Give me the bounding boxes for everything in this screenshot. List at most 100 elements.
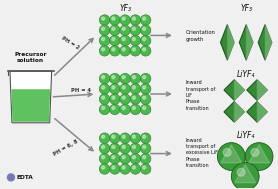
Circle shape (130, 35, 141, 46)
Circle shape (132, 156, 135, 159)
Polygon shape (234, 80, 245, 101)
Circle shape (101, 37, 105, 41)
Polygon shape (258, 25, 272, 60)
Circle shape (132, 135, 135, 138)
Circle shape (132, 86, 135, 89)
Text: Orientation
growth: Orientation growth (186, 30, 215, 42)
Polygon shape (265, 25, 272, 60)
Text: YF₃: YF₃ (240, 4, 252, 13)
Circle shape (132, 37, 135, 41)
Polygon shape (234, 101, 245, 122)
Circle shape (143, 76, 146, 79)
Polygon shape (235, 165, 256, 183)
Polygon shape (258, 25, 265, 60)
Circle shape (217, 143, 245, 170)
Circle shape (101, 86, 105, 89)
Circle shape (112, 156, 115, 159)
Text: EDTA: EDTA (17, 175, 34, 180)
Circle shape (112, 37, 115, 41)
Circle shape (110, 25, 120, 36)
Circle shape (130, 104, 141, 115)
Circle shape (110, 153, 120, 164)
Circle shape (101, 48, 105, 51)
Circle shape (99, 133, 110, 143)
Circle shape (122, 76, 125, 79)
Circle shape (120, 164, 130, 174)
Circle shape (120, 153, 130, 164)
Circle shape (110, 84, 120, 94)
Polygon shape (247, 80, 267, 101)
Circle shape (143, 96, 146, 99)
Circle shape (110, 104, 120, 115)
Circle shape (130, 153, 141, 164)
Circle shape (130, 133, 141, 143)
Circle shape (143, 135, 146, 138)
Circle shape (143, 17, 146, 20)
Circle shape (112, 166, 115, 169)
Circle shape (112, 145, 115, 149)
Circle shape (132, 96, 135, 99)
Circle shape (130, 73, 141, 84)
Circle shape (143, 48, 146, 51)
Circle shape (99, 104, 110, 115)
Circle shape (101, 96, 105, 99)
Circle shape (120, 133, 130, 143)
Circle shape (132, 17, 135, 20)
Circle shape (140, 46, 151, 56)
Circle shape (112, 96, 115, 99)
Text: Inward
transport of
excessive LiF
Phase
transition: Inward transport of excessive LiF Phase … (186, 138, 217, 168)
Circle shape (122, 106, 125, 109)
Circle shape (110, 73, 120, 84)
Circle shape (112, 106, 115, 109)
Circle shape (122, 166, 125, 169)
Circle shape (99, 143, 110, 154)
Circle shape (8, 174, 14, 181)
Circle shape (143, 156, 146, 159)
Polygon shape (257, 101, 267, 122)
Text: Inward
transport of
LiF
Phase
transition: Inward transport of LiF Phase transition (186, 80, 215, 111)
Circle shape (251, 149, 259, 156)
Text: YF₃: YF₃ (119, 4, 131, 13)
Polygon shape (224, 101, 245, 122)
Circle shape (143, 37, 146, 41)
Circle shape (99, 84, 110, 94)
Circle shape (99, 94, 110, 104)
Circle shape (132, 76, 135, 79)
Text: PH = 2: PH = 2 (61, 36, 80, 51)
Circle shape (140, 35, 151, 46)
Circle shape (101, 27, 105, 30)
Polygon shape (220, 25, 227, 60)
Circle shape (122, 96, 125, 99)
Polygon shape (224, 80, 245, 101)
Circle shape (245, 143, 273, 170)
Circle shape (112, 86, 115, 89)
Polygon shape (220, 25, 234, 60)
Text: LiYF₄: LiYF₄ (237, 70, 255, 79)
Circle shape (140, 153, 151, 164)
Circle shape (122, 48, 125, 51)
Circle shape (143, 166, 146, 169)
Circle shape (237, 168, 245, 176)
Circle shape (122, 86, 125, 89)
Circle shape (112, 76, 115, 79)
Circle shape (110, 164, 120, 174)
Circle shape (132, 27, 135, 30)
Polygon shape (247, 101, 267, 122)
Circle shape (99, 25, 110, 36)
Polygon shape (227, 25, 234, 60)
Circle shape (122, 27, 125, 30)
Circle shape (140, 143, 151, 154)
Circle shape (130, 143, 141, 154)
Circle shape (140, 25, 151, 36)
Polygon shape (10, 71, 52, 123)
Circle shape (112, 17, 115, 20)
Circle shape (130, 84, 141, 94)
Circle shape (130, 164, 141, 174)
Circle shape (143, 106, 146, 109)
Circle shape (231, 163, 259, 189)
Polygon shape (249, 145, 270, 163)
Circle shape (140, 133, 151, 143)
Circle shape (99, 46, 110, 56)
Circle shape (132, 48, 135, 51)
Text: LiYF₄: LiYF₄ (237, 131, 255, 140)
